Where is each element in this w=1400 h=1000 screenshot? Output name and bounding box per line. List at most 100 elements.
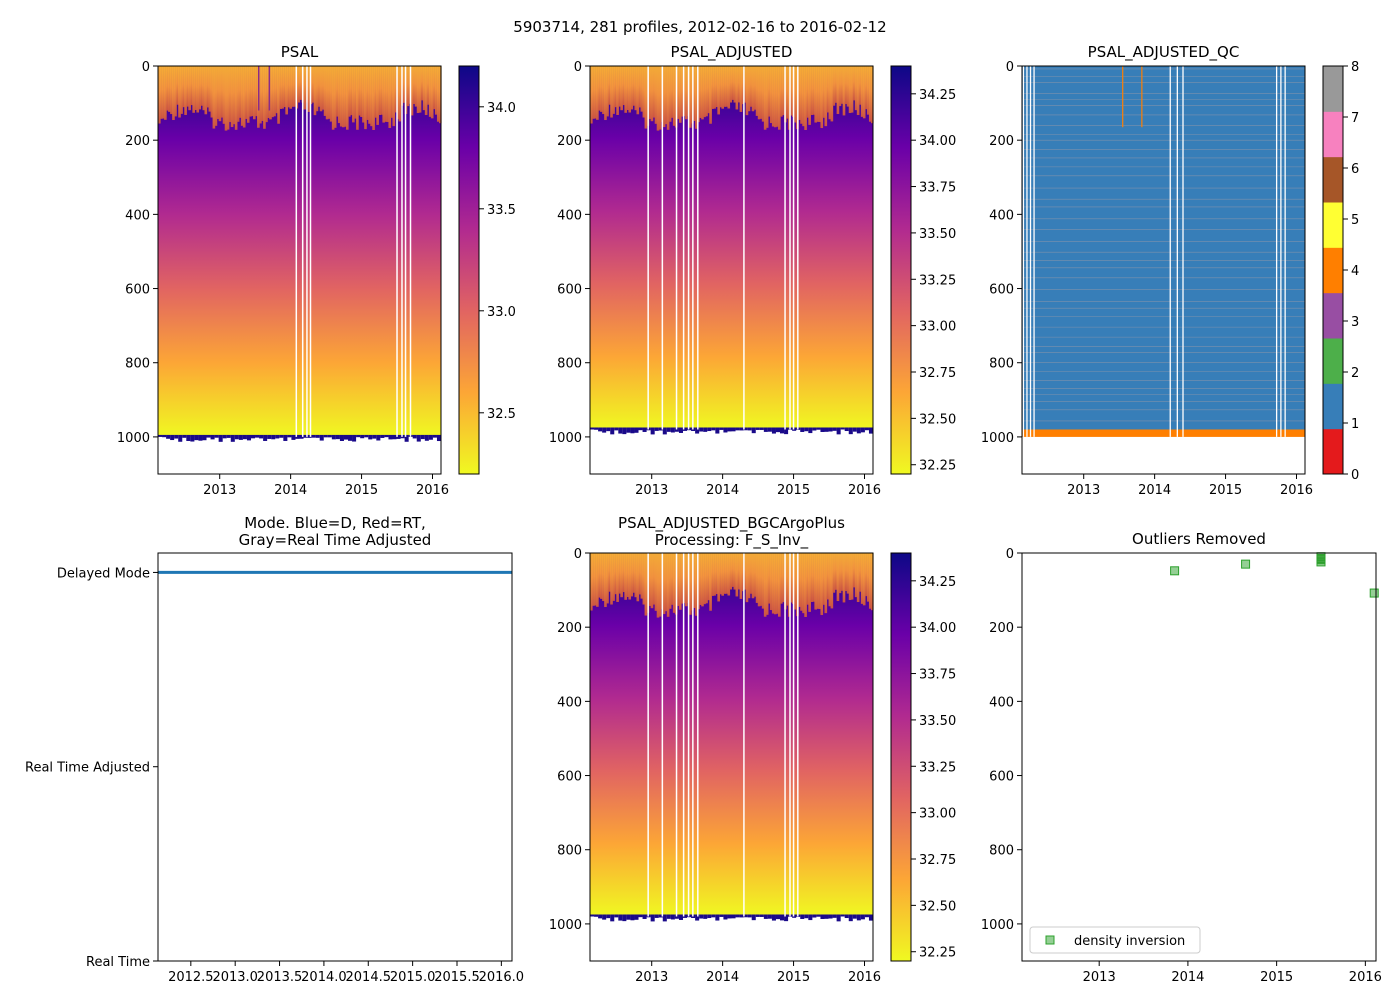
psal-colorbar (458, 65, 480, 475)
x-tick-label: 2015.5 (434, 970, 480, 985)
surface-layer-column (372, 66, 375, 130)
bottom-edge (339, 434, 344, 441)
surface-layer-column (212, 66, 216, 129)
x-tick-label: 2015 (777, 970, 810, 985)
psal_adj-title: PSAL_ADJUSTED (671, 43, 793, 62)
surface-layer-column (725, 66, 729, 107)
surface-layer-column (699, 66, 702, 118)
surface-layer-column (737, 66, 741, 103)
surface-layer-column (842, 553, 846, 603)
y-tick-label: 600 (125, 283, 150, 298)
bottom-edge (735, 427, 740, 431)
surface-layer-column (652, 553, 656, 605)
surface-layer-column (194, 66, 198, 111)
surface-layer-column (713, 553, 716, 596)
surface-layer-column (362, 66, 365, 123)
surface-layer-column (715, 553, 718, 595)
bottom-edge (812, 914, 817, 918)
bottom-edge (234, 434, 239, 440)
surface-layer-column (735, 553, 739, 597)
bottom-edge (634, 914, 639, 920)
bottom-edge (723, 914, 728, 920)
outlier-point (1316, 557, 1326, 567)
salinity-field (158, 66, 441, 437)
surface-layer-column (721, 66, 725, 109)
y-tick-label: 800 (989, 844, 1014, 859)
x-tick-label: 2016 (416, 483, 449, 498)
bottom-edge (840, 427, 845, 430)
surface-layer-column (856, 553, 860, 603)
surface-layer-column (780, 553, 783, 604)
colorbar-tick-label: 34.00 (919, 134, 956, 149)
surface-layer-column (838, 553, 842, 594)
surface-layer-column (727, 553, 731, 596)
surface-layer-column (804, 66, 807, 130)
surface-layer-column (416, 66, 420, 114)
surface-layer-column (315, 66, 319, 112)
qc-colorbar-class (1323, 156, 1343, 203)
surface-layer-column (814, 66, 817, 123)
surface-layer-column (689, 553, 692, 615)
surface-layer-column (830, 553, 834, 609)
surface-layer-column (606, 66, 609, 117)
surface-layer-column (834, 66, 838, 103)
bottom-edge (771, 427, 776, 434)
surface-layer-column (628, 66, 632, 113)
surface-layer-column (790, 66, 793, 116)
y-tick-label: 200 (989, 134, 1014, 149)
surface-layer-column (864, 553, 868, 597)
surface-layer-column (426, 66, 430, 105)
surface-layer-column (345, 66, 349, 130)
surface-layer-column (596, 66, 599, 120)
qc-colorbar-class (1323, 383, 1343, 430)
y-tick-label: 1000 (117, 431, 150, 446)
bottom-edge (731, 427, 736, 432)
bottom-edge (755, 914, 760, 917)
y-tick-label: 200 (989, 621, 1014, 636)
bottom-edge (743, 427, 748, 431)
bottom-edge (392, 434, 397, 440)
surface-layer-column (782, 553, 785, 603)
bottom-edge (735, 914, 740, 918)
bottom-edge (610, 914, 615, 922)
bottom-edge (674, 427, 679, 432)
surface-layer-column (850, 553, 854, 600)
colorbar-tick-label: 33.50 (919, 227, 956, 242)
surface-layer-column (741, 66, 745, 105)
surface-layer-column (717, 66, 720, 115)
surface-layer-column (376, 66, 379, 125)
surface-layer-column (699, 553, 702, 605)
surface-layer-column (747, 553, 751, 599)
surface-layer-column (800, 553, 803, 611)
surface-layer-column (370, 66, 373, 127)
bottom-edge (206, 434, 211, 438)
bottom-edge (388, 434, 393, 440)
surface-layer-column (757, 553, 761, 607)
bottom-edge (743, 914, 748, 918)
surface-layer-column (666, 553, 670, 617)
surface-layer-column (761, 66, 765, 122)
bottom-edge (182, 434, 187, 438)
bottom-edge (436, 434, 441, 442)
bottom-edge (626, 914, 631, 920)
outliers-background (1022, 553, 1376, 961)
x-tick-label: 2013.0 (212, 970, 258, 985)
bottom-edge (654, 914, 659, 918)
colorbar-tick-label: 32.50 (919, 412, 956, 427)
bottom-edge (275, 434, 280, 439)
surface-layer-column (206, 66, 210, 108)
surface-layer-column (854, 66, 858, 111)
outliers-axes-frame (1021, 552, 1377, 962)
surface-layer-column (620, 66, 623, 111)
x-tick-label: 2015 (345, 483, 378, 498)
bottom-edge (630, 914, 635, 921)
surface-layer-column (846, 66, 850, 107)
surface-layer-column (222, 66, 226, 124)
surface-layer-column (176, 66, 179, 105)
surface-layer-column (741, 553, 745, 592)
surface-layer-column (822, 553, 826, 605)
bottom-edge (678, 427, 683, 433)
bottom-edge (594, 427, 599, 430)
surface-layer-column (685, 553, 688, 607)
bottom-edge (868, 427, 873, 434)
